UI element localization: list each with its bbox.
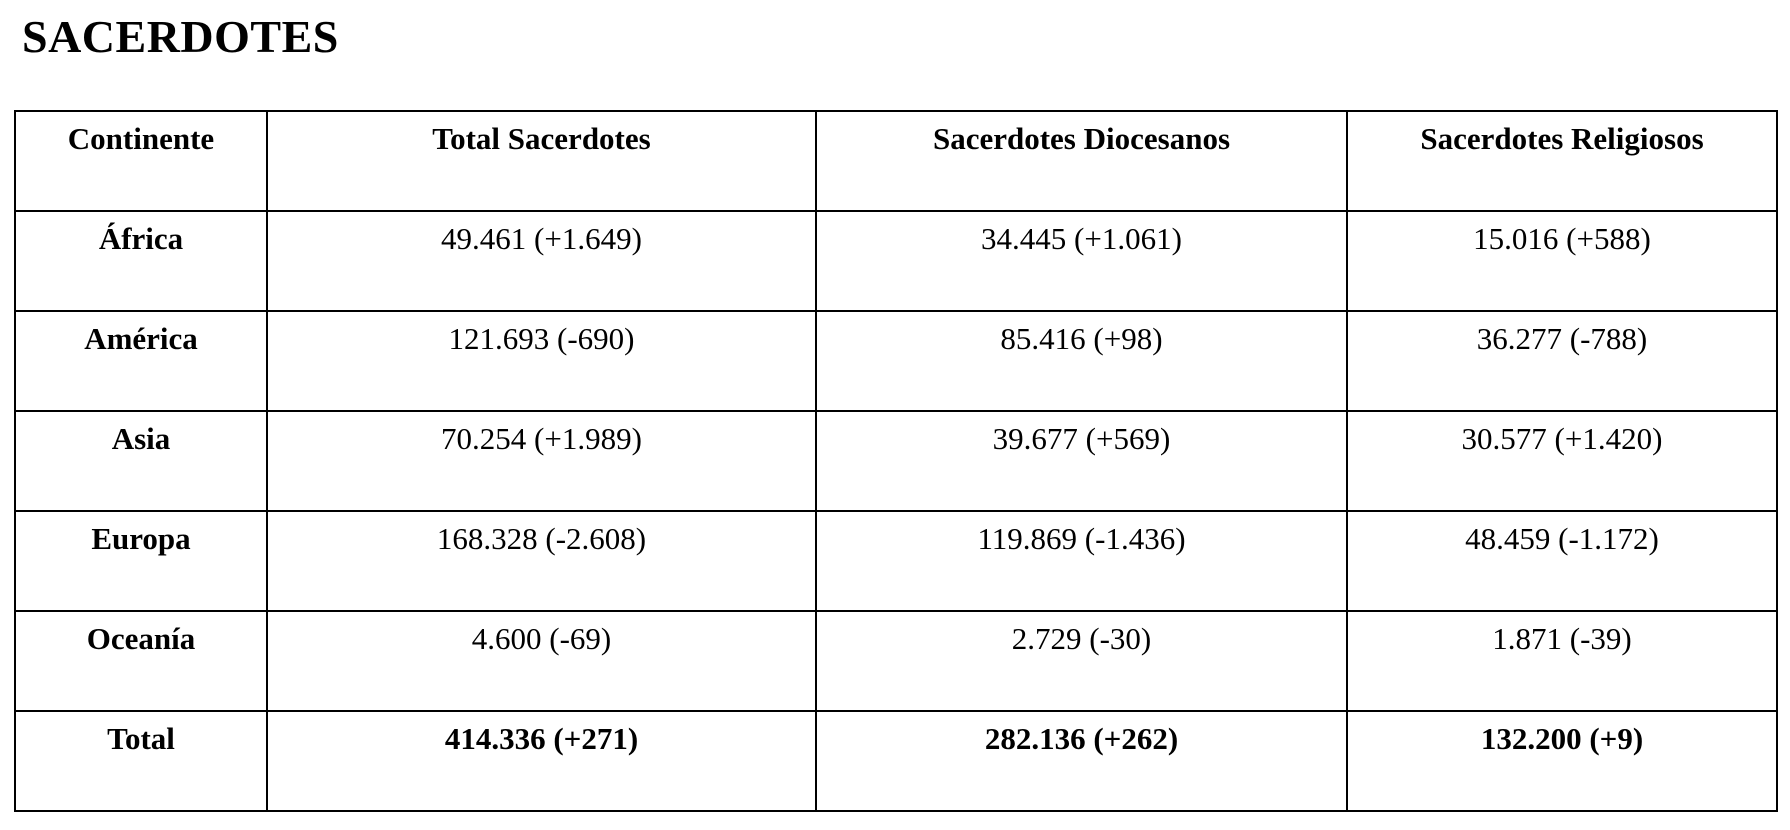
table-row-oceania: Oceanía 4.600 (-69) 2.729 (-30) 1.871 (-… [14, 610, 1778, 712]
cell-europa-total: 168.328 (-2.608) [266, 510, 817, 612]
row-header-africa: África [14, 210, 268, 312]
row-header-oceania: Oceanía [14, 610, 268, 712]
sacerdotes-table: Continente Total Sacerdotes Sacerdotes D… [14, 110, 1778, 812]
cell-asia-religiosos: 30.577 (+1.420) [1346, 410, 1778, 512]
row-header-europa: Europa [14, 510, 268, 612]
column-header-sacerdotes-religiosos: Sacerdotes Religiosos [1346, 110, 1778, 212]
cell-asia-total: 70.254 (+1.989) [266, 410, 817, 512]
cell-total-religiosos: 132.200 (+9) [1346, 710, 1778, 812]
table-row-europa: Europa 168.328 (-2.608) 119.869 (-1.436)… [14, 510, 1778, 612]
table-row-asia: Asia 70.254 (+1.989) 39.677 (+569) 30.57… [14, 410, 1778, 512]
cell-asia-diocesanos: 39.677 (+569) [815, 410, 1348, 512]
cell-america-total: 121.693 (-690) [266, 310, 817, 412]
row-header-asia: Asia [14, 410, 268, 512]
cell-total-diocesanos: 282.136 (+262) [815, 710, 1348, 812]
cell-america-religiosos: 36.277 (-788) [1346, 310, 1778, 412]
cell-america-diocesanos: 85.416 (+98) [815, 310, 1348, 412]
cell-africa-religiosos: 15.016 (+588) [1346, 210, 1778, 312]
table-row-total: Total 414.336 (+271) 282.136 (+262) 132.… [14, 710, 1778, 812]
cell-oceania-religiosos: 1.871 (-39) [1346, 610, 1778, 712]
cell-oceania-total: 4.600 (-69) [266, 610, 817, 712]
row-header-america: América [14, 310, 268, 412]
cell-africa-diocesanos: 34.445 (+1.061) [815, 210, 1348, 312]
table-row-america: América 121.693 (-690) 85.416 (+98) 36.2… [14, 310, 1778, 412]
cell-europa-diocesanos: 119.869 (-1.436) [815, 510, 1348, 612]
cell-africa-total: 49.461 (+1.649) [266, 210, 817, 312]
column-header-total-sacerdotes: Total Sacerdotes [266, 110, 817, 212]
row-header-total: Total [14, 710, 268, 812]
page-title: SACERDOTES [22, 11, 339, 62]
cell-total-total: 414.336 (+271) [266, 710, 817, 812]
column-header-continente: Continente [14, 110, 268, 212]
cell-europa-religiosos: 48.459 (-1.172) [1346, 510, 1778, 612]
table-header-row: Continente Total Sacerdotes Sacerdotes D… [14, 110, 1778, 212]
column-header-sacerdotes-diocesanos: Sacerdotes Diocesanos [815, 110, 1348, 212]
cell-oceania-diocesanos: 2.729 (-30) [815, 610, 1348, 712]
table-row-africa: África 49.461 (+1.649) 34.445 (+1.061) 1… [14, 210, 1778, 312]
